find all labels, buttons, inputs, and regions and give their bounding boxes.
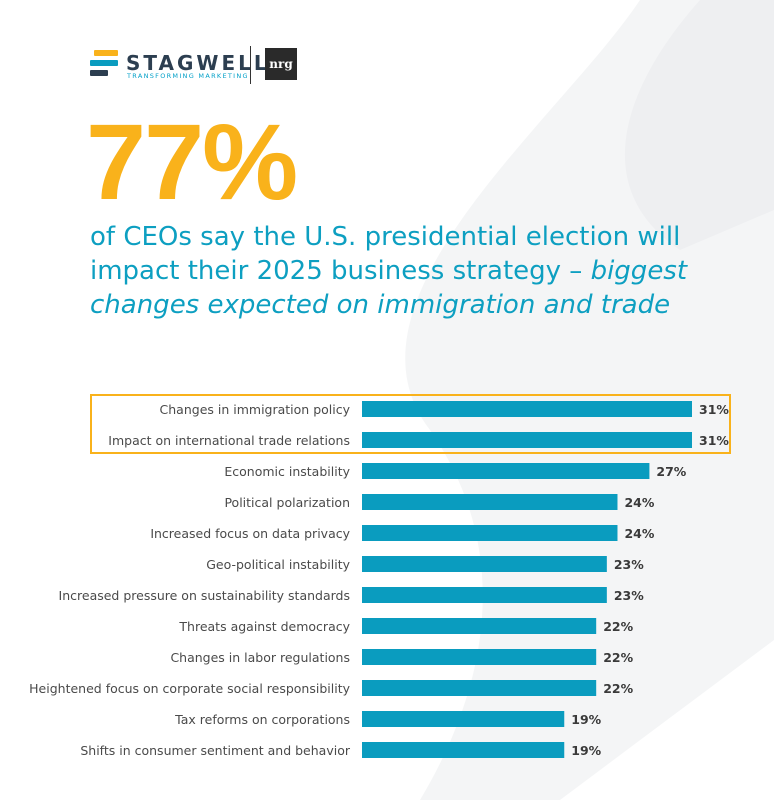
category-label: Increased pressure on sustainability sta… <box>59 588 350 603</box>
value-label: 31% <box>699 402 729 417</box>
logo-divider <box>250 46 251 84</box>
category-label: Political polarization <box>224 495 350 510</box>
headline-plain: of CEOs say the U.S. presidential electi… <box>90 222 681 286</box>
value-label: 22% <box>603 619 633 634</box>
bar <box>362 525 618 541</box>
bar <box>362 711 565 727</box>
bar <box>362 432 692 448</box>
value-label: 19% <box>571 743 601 758</box>
nrg-logo: nrg <box>265 48 297 80</box>
bar <box>362 649 597 665</box>
value-label: 23% <box>614 557 644 572</box>
bar <box>362 742 565 758</box>
bar <box>362 618 597 634</box>
category-label: Impact on international trade relations <box>108 433 350 448</box>
value-label: 27% <box>656 464 686 479</box>
stagwell-tagline: TRANSFORMING MARKETING <box>127 72 249 80</box>
category-label: Economic instability <box>224 464 350 479</box>
headline-text: of CEOs say the U.S. presidential electi… <box>90 220 730 322</box>
bar <box>362 494 618 510</box>
headline-stat: 77% <box>86 101 298 222</box>
highlight-box <box>90 394 731 454</box>
value-label: 31% <box>699 433 729 448</box>
category-label: Changes in labor regulations <box>170 650 350 665</box>
category-label: Heightened focus on corporate social res… <box>29 681 350 696</box>
value-label: 24% <box>624 495 654 510</box>
bar <box>362 401 692 417</box>
bar <box>362 680 597 696</box>
value-label: 22% <box>603 681 633 696</box>
stagwell-wordmark: STAGWELL <box>126 51 270 75</box>
bar-chart: Changes in immigration policy 31% Impact o… <box>29 401 729 758</box>
category-label: Threats against democracy <box>178 619 350 634</box>
category-label: Changes in immigration policy <box>160 402 351 417</box>
bar <box>362 556 607 572</box>
value-label: 24% <box>624 526 654 541</box>
category-label: Increased focus on data privacy <box>150 526 350 541</box>
bar <box>362 463 650 479</box>
category-label: Tax reforms on corporations <box>174 712 350 727</box>
category-label: Geo-political instability <box>206 557 350 572</box>
stagwell-logo-icon <box>90 50 118 76</box>
value-label: 22% <box>603 650 633 665</box>
value-label: 23% <box>614 588 644 603</box>
value-label: 19% <box>571 712 601 727</box>
category-label: Shifts in consumer sentiment and behavio… <box>80 743 351 758</box>
headline-emphasis: biggest changes expected on immigration … <box>90 256 688 320</box>
bar <box>362 587 607 603</box>
